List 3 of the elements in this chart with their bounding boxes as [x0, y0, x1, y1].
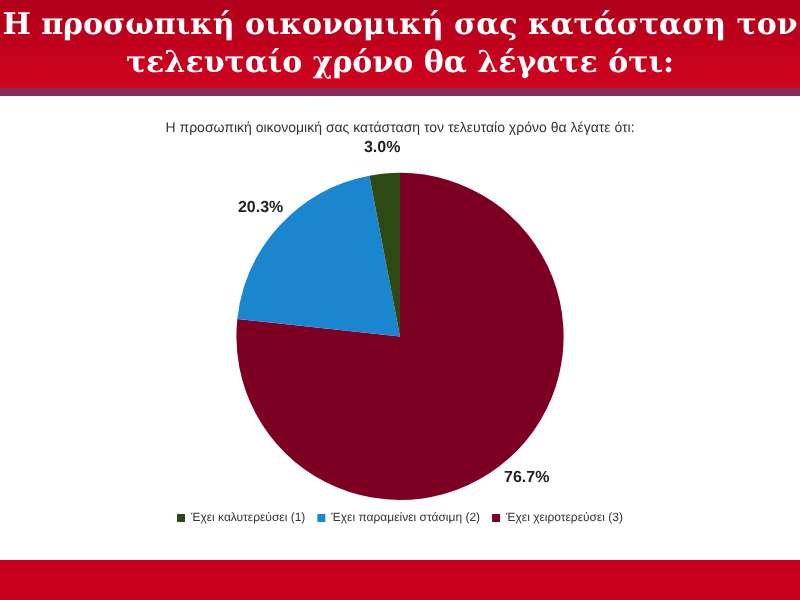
data-label: 20.3% [237, 198, 284, 217]
data-label: 3.0% [363, 138, 401, 157]
data-label: 76.7% [504, 467, 550, 486]
